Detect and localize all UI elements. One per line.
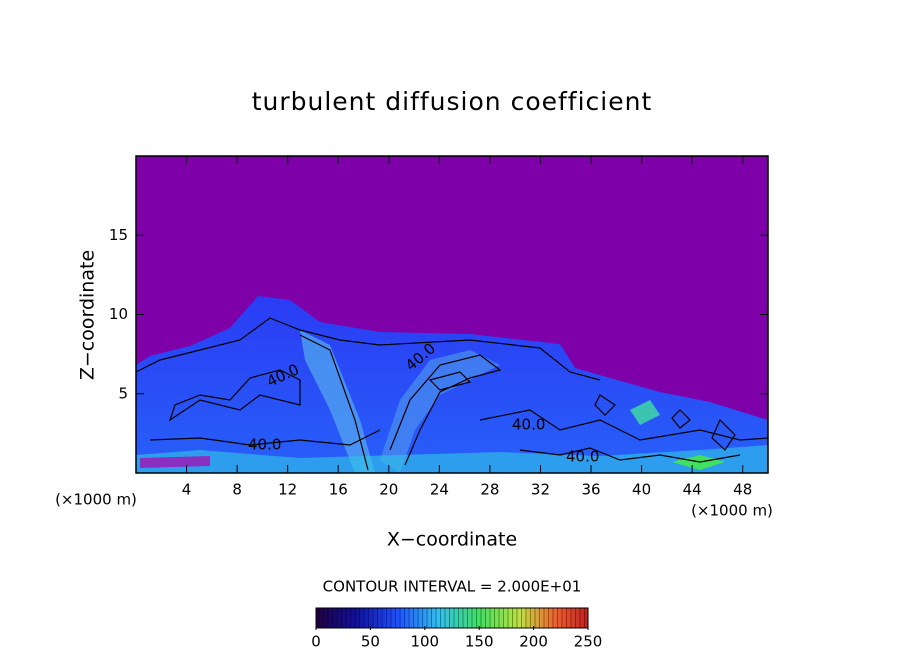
- colorbar-tick-label: 250: [574, 633, 603, 651]
- contour-lines: [136, 317, 768, 471]
- x-tick-label: 8: [232, 481, 242, 499]
- field-region: [380, 350, 500, 473]
- contour-label: 40.0: [248, 436, 281, 454]
- x-tick-label: 12: [278, 481, 297, 499]
- x-tick-label: 20: [379, 481, 398, 499]
- x-tick-label: 48: [733, 481, 752, 499]
- x-tick-label: 40: [632, 481, 651, 499]
- contour-label: 40.0: [566, 448, 599, 466]
- contour-interval: CONTOUR INTERVAL = 2.000E+01: [323, 578, 582, 596]
- x-tick-label: 24: [430, 481, 449, 499]
- x-tick-label: 4: [182, 481, 192, 499]
- field-region: [300, 330, 375, 473]
- colorbar-tick-label: 150: [465, 633, 494, 651]
- y-tick-label: 5: [118, 384, 128, 402]
- colorbar: [315, 607, 589, 629]
- field-region: [630, 400, 660, 425]
- field: [136, 156, 768, 473]
- chart-title: turbulent diffusion coefficient: [252, 87, 653, 116]
- field-region: [136, 445, 768, 473]
- y-tick-label: 15: [109, 226, 128, 244]
- colorbar-tick-label: 200: [519, 633, 548, 651]
- y-tick-label: 10: [109, 305, 128, 323]
- x-tick-label: 28: [480, 481, 499, 499]
- x-tick-label: 44: [683, 481, 702, 499]
- x-axis-label: X−coordinate: [387, 529, 517, 551]
- x-tick-label: 16: [329, 481, 348, 499]
- colorbar-tick-label: 100: [410, 633, 439, 651]
- field-region: [140, 456, 210, 468]
- y-axis-label: Z−coordinate: [77, 250, 99, 380]
- x-unit-label: (×1000 m): [691, 502, 773, 520]
- y-unit-label: (×1000 m): [55, 491, 137, 509]
- contour-label: 40.0: [512, 416, 545, 434]
- x-tick-label: 32: [531, 481, 550, 499]
- x-tick-label: 36: [581, 481, 600, 499]
- colorbar-tick-label: 0: [311, 633, 321, 651]
- colorbar-tick-label: 50: [361, 633, 380, 651]
- field-region: [672, 455, 725, 470]
